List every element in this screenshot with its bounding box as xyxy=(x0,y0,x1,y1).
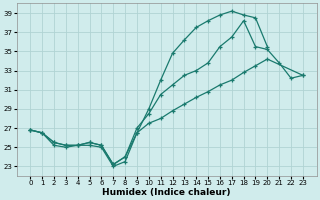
X-axis label: Humidex (Indice chaleur): Humidex (Indice chaleur) xyxy=(102,188,231,197)
